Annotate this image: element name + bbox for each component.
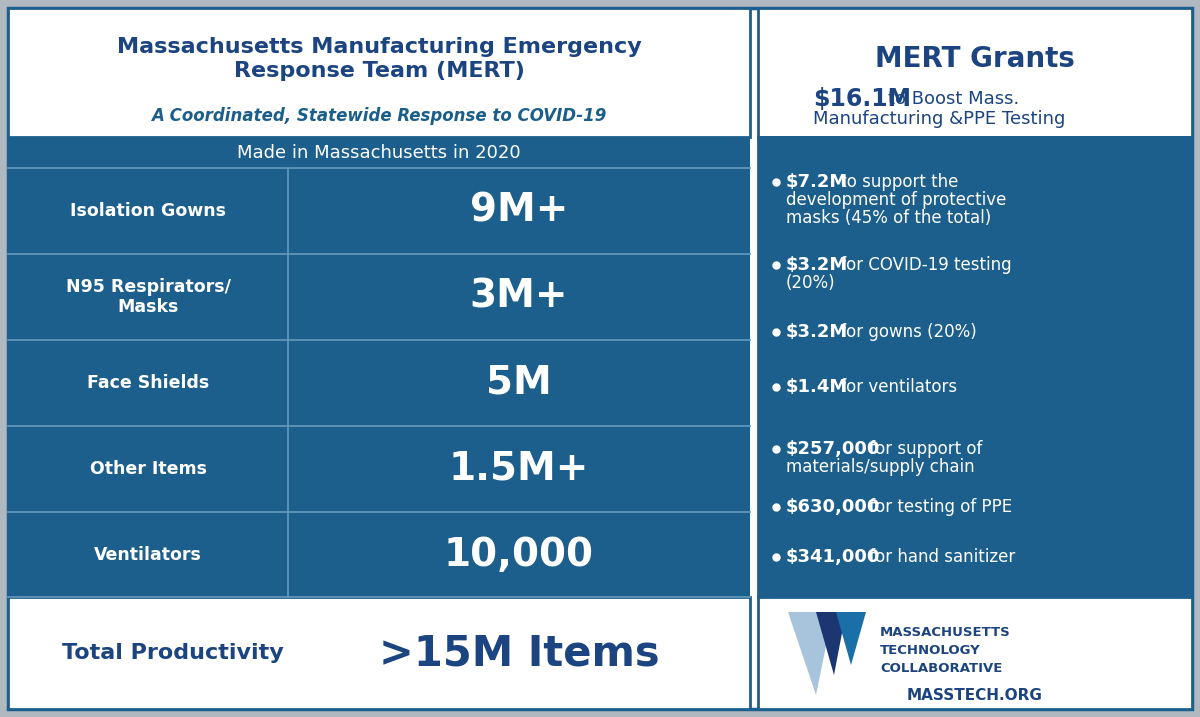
Text: for ventilators: for ventilators <box>835 378 958 396</box>
FancyBboxPatch shape <box>8 254 750 340</box>
Text: $16.1M: $16.1M <box>814 87 911 111</box>
FancyBboxPatch shape <box>8 137 750 168</box>
FancyBboxPatch shape <box>758 137 1192 597</box>
Text: for testing of PPE: for testing of PPE <box>864 498 1013 516</box>
Text: >15M Items: >15M Items <box>379 632 659 674</box>
FancyBboxPatch shape <box>8 168 750 254</box>
Polygon shape <box>836 612 866 665</box>
Text: Face Shields: Face Shields <box>86 374 209 392</box>
Text: MASSTECH.ORG: MASSTECH.ORG <box>907 688 1043 703</box>
Text: 3M+: 3M+ <box>469 278 569 316</box>
Text: $630,000: $630,000 <box>786 498 881 516</box>
Text: 5M: 5M <box>486 364 552 402</box>
Polygon shape <box>788 612 833 695</box>
Text: Other Items: Other Items <box>90 460 206 478</box>
Text: for gowns (20%): for gowns (20%) <box>835 323 977 341</box>
FancyBboxPatch shape <box>8 8 750 137</box>
Text: $341,000: $341,000 <box>786 548 881 566</box>
Text: 9M+: 9M+ <box>470 192 568 230</box>
Text: A Coordinated, Statewide Response to COVID-19: A Coordinated, Statewide Response to COV… <box>151 107 607 125</box>
Text: MASSACHUSETTS: MASSACHUSETTS <box>880 625 1010 639</box>
Text: COLLABORATIVE: COLLABORATIVE <box>880 662 1002 675</box>
Text: Ventilators: Ventilators <box>94 546 202 564</box>
FancyBboxPatch shape <box>8 426 750 512</box>
Text: Isolation Gowns: Isolation Gowns <box>70 202 226 220</box>
FancyBboxPatch shape <box>758 8 1192 137</box>
Text: to support the: to support the <box>835 173 959 191</box>
Text: $257,000: $257,000 <box>786 440 881 458</box>
Text: N95 Respirators/
Masks: N95 Respirators/ Masks <box>66 277 230 316</box>
FancyBboxPatch shape <box>8 512 750 597</box>
Text: (20%): (20%) <box>786 274 835 292</box>
Text: Made in Massachusetts in 2020: Made in Massachusetts in 2020 <box>238 144 521 162</box>
Text: for hand sanitizer: for hand sanitizer <box>864 548 1015 566</box>
FancyBboxPatch shape <box>8 340 750 426</box>
Polygon shape <box>816 612 846 675</box>
Text: $3.2M: $3.2M <box>786 323 848 341</box>
Text: masks (45% of the total): masks (45% of the total) <box>786 209 991 227</box>
Text: $3.2M: $3.2M <box>786 256 848 274</box>
Text: $1.4M: $1.4M <box>786 378 848 396</box>
Text: MERT Grants: MERT Grants <box>875 45 1075 73</box>
Text: Manufacturing &PPE Testing: Manufacturing &PPE Testing <box>814 110 1066 128</box>
Text: Massachusetts Manufacturing Emergency
Response Team (MERT): Massachusetts Manufacturing Emergency Re… <box>116 37 641 82</box>
Text: materials/supply chain: materials/supply chain <box>786 458 974 476</box>
Text: TECHNOLOGY: TECHNOLOGY <box>880 643 980 657</box>
Text: $7.2M: $7.2M <box>786 173 848 191</box>
Text: 10,000: 10,000 <box>444 536 594 574</box>
Text: 1.5M+: 1.5M+ <box>449 450 589 488</box>
Text: for COVID-19 testing: for COVID-19 testing <box>835 256 1012 274</box>
Text: for support of: for support of <box>864 440 983 458</box>
FancyBboxPatch shape <box>758 597 1192 709</box>
FancyBboxPatch shape <box>8 8 1192 709</box>
FancyBboxPatch shape <box>8 597 750 709</box>
Text: to Boost Mass.: to Boost Mass. <box>888 90 1019 108</box>
Text: development of protective: development of protective <box>786 191 1007 209</box>
Text: Total Productivity: Total Productivity <box>62 643 284 663</box>
